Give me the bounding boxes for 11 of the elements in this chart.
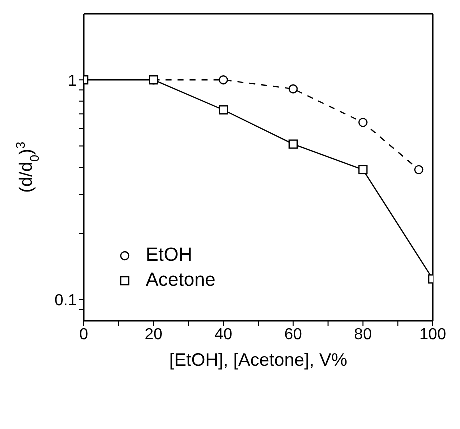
x-tick-label: 60 bbox=[284, 326, 302, 344]
legend-label: EtOH bbox=[146, 244, 192, 268]
x-tick-label: 100 bbox=[420, 326, 446, 344]
y-tick-label: 0.1 bbox=[54, 292, 78, 310]
x-tick-label: 0 bbox=[80, 326, 89, 344]
x-axis-title: [EtOH], [Acetone], V% bbox=[169, 350, 348, 370]
x-tick-label: 80 bbox=[354, 326, 372, 344]
x-tick-label: 20 bbox=[144, 326, 163, 344]
legend-label: Acetone bbox=[146, 269, 216, 293]
y-tick-label: 1 bbox=[68, 72, 78, 90]
x-tick-label: 40 bbox=[214, 326, 233, 344]
